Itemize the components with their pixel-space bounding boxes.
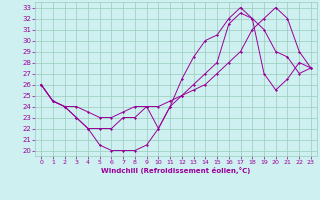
- X-axis label: Windchill (Refroidissement éolien,°C): Windchill (Refroidissement éolien,°C): [101, 167, 251, 174]
